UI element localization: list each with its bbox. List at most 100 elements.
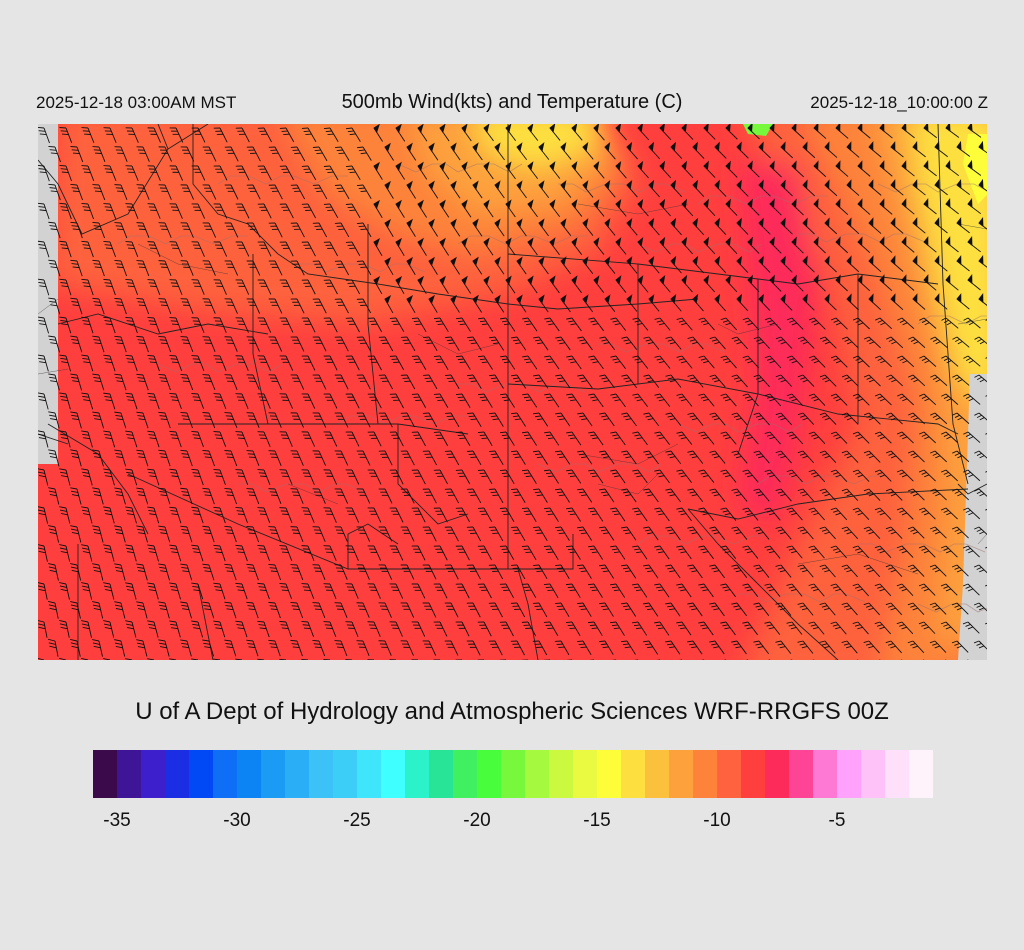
wind-barb — [169, 392, 182, 410]
wind-barb — [654, 469, 670, 484]
wind-barb — [213, 658, 221, 660]
wind-barb — [974, 412, 987, 421]
wind-barb — [301, 658, 309, 660]
wind-barb — [169, 165, 183, 181]
wind-barb — [802, 141, 816, 159]
wind-barb — [941, 393, 959, 405]
wind-barb — [819, 412, 837, 425]
wind-barb — [147, 241, 161, 257]
wind-barb — [824, 217, 838, 235]
wind-barb — [593, 237, 605, 255]
colorbar-swatch — [861, 750, 885, 798]
wind-barb — [775, 602, 792, 616]
wind-barb — [709, 526, 726, 540]
wind-barb — [494, 218, 505, 237]
wind-barb — [797, 336, 815, 349]
wind-barb — [775, 412, 793, 426]
contour-line — [598, 343, 726, 353]
wind-barb — [444, 450, 460, 466]
wind-barb — [565, 583, 581, 598]
wind-barb — [147, 430, 160, 448]
wind-barb — [439, 199, 450, 218]
wind-barb — [81, 202, 94, 220]
wind-barb — [444, 374, 460, 390]
wind-barb — [334, 526, 348, 542]
colorbar-swatch — [837, 750, 861, 798]
wind-barb — [599, 336, 615, 351]
wind-barb — [857, 236, 871, 254]
wind-barb — [643, 412, 660, 427]
wind-barb — [312, 260, 327, 276]
wind-barb — [521, 545, 537, 561]
wind-barb — [59, 468, 71, 486]
wind-barb — [428, 218, 438, 237]
wind-barb — [147, 544, 159, 562]
colorbar-swatch — [405, 750, 429, 798]
wind-barb — [103, 278, 116, 296]
wind-barb — [830, 317, 848, 330]
wind-barb — [48, 221, 61, 239]
wind-barb — [301, 393, 316, 409]
wind-barb — [885, 564, 903, 577]
wind-barb — [907, 602, 925, 615]
wind-barb — [930, 450, 948, 463]
wind-barb — [38, 316, 50, 334]
wind-barb — [588, 393, 604, 408]
wind-barb — [532, 488, 548, 503]
wind-barb — [930, 336, 948, 348]
wind-barb — [158, 601, 170, 619]
wind-barb — [780, 141, 794, 159]
wind-barb — [901, 198, 915, 215]
wind-barb — [279, 620, 292, 638]
wind-barb — [808, 583, 825, 597]
wind-barb — [235, 469, 249, 486]
wind-barb — [158, 487, 171, 505]
wind-barb — [632, 583, 648, 598]
wind-barb — [808, 507, 825, 521]
wind-barb — [466, 640, 481, 656]
wind-barb — [81, 392, 94, 410]
wind-barb — [48, 487, 60, 505]
wind-barb — [70, 221, 83, 239]
wind-barb — [698, 469, 715, 483]
wind-barb — [477, 393, 493, 408]
wind-barb — [125, 658, 133, 660]
colorbar-swatch — [333, 750, 357, 798]
wind-barb — [786, 393, 804, 407]
wind-barb — [841, 374, 859, 387]
wind-barb — [665, 374, 682, 388]
wind-barb — [875, 317, 893, 330]
wind-barb — [885, 450, 903, 463]
wind-barb — [114, 222, 128, 239]
wind-barb — [698, 393, 715, 407]
wind-barb — [180, 563, 193, 581]
wind-barb — [621, 336, 638, 350]
wind-barb — [334, 222, 350, 238]
wind-barb — [554, 526, 570, 541]
state-borders — [38, 124, 987, 660]
wind-barb — [158, 639, 170, 657]
wind-barb — [560, 142, 572, 160]
wind-barb — [213, 506, 226, 524]
wind-barb — [103, 316, 116, 334]
wind-barb — [731, 526, 748, 540]
wind-barb — [819, 336, 837, 349]
wind-barb — [929, 602, 947, 615]
colorbar-swatch — [213, 750, 237, 798]
colorbar-tick-label: -35 — [103, 810, 131, 831]
wind-barb — [698, 545, 714, 560]
wind-barb — [290, 222, 305, 238]
wind-barb — [896, 469, 914, 482]
wind-barb — [48, 259, 61, 277]
wind-barb — [940, 507, 958, 520]
wind-barb — [714, 141, 727, 159]
wind-barb — [874, 507, 892, 520]
wind-barb — [213, 582, 226, 600]
wind-barb — [92, 335, 105, 353]
wind-barb — [885, 412, 903, 425]
wind-barb — [505, 124, 517, 142]
wind-barb — [637, 237, 649, 255]
wind-barb — [345, 431, 360, 447]
wind-barb — [643, 450, 659, 465]
wind-barb — [114, 146, 128, 162]
